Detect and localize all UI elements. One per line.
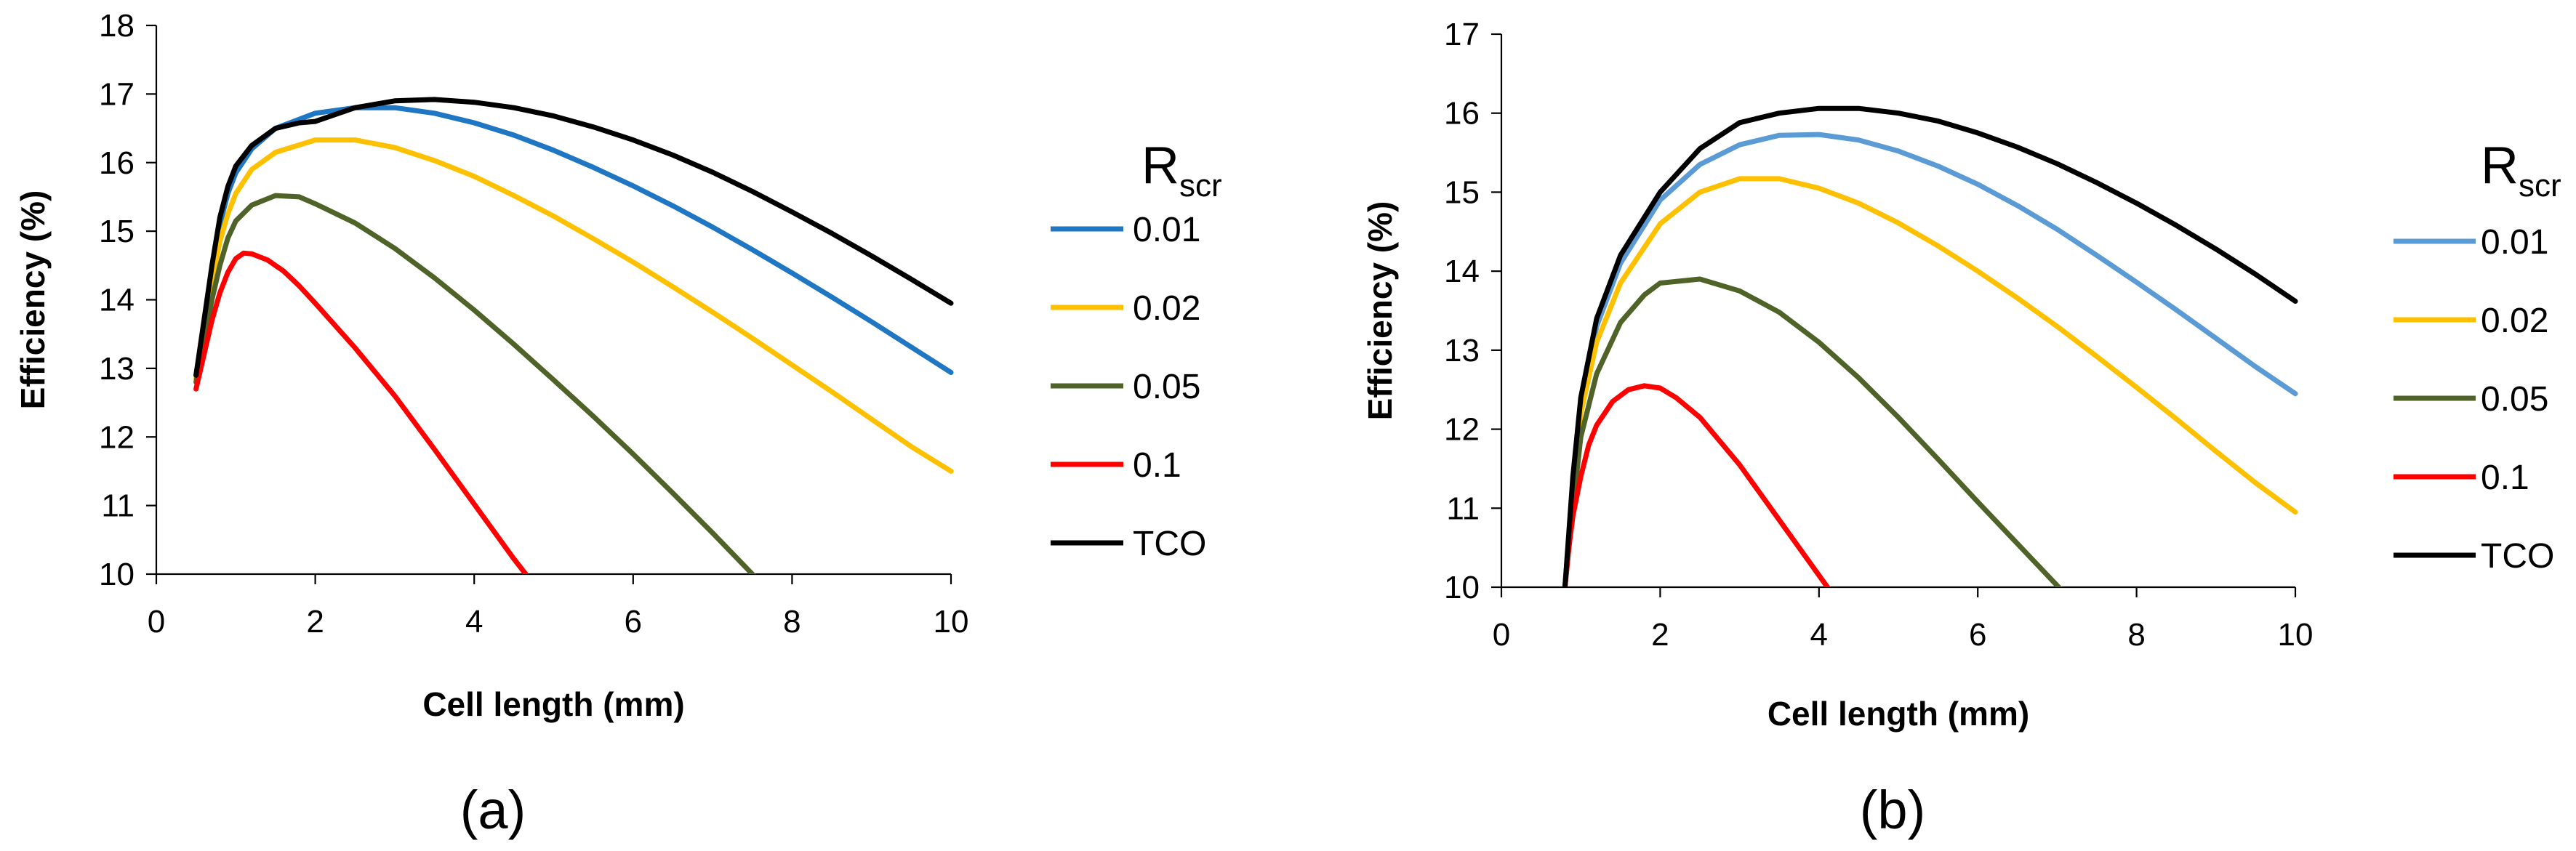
panel-b-x-axis-title: Cell length (mm) xyxy=(1768,695,2029,733)
panel-a-x-tick-label: 6 xyxy=(625,604,642,640)
panel-a-legend-label: 0.01 xyxy=(1133,211,1200,249)
panel-a-y-tick-label: 15 xyxy=(99,214,135,249)
panel-a-y-tick-label: 11 xyxy=(101,488,135,524)
panel-a-x-tick-label: 2 xyxy=(306,604,324,640)
panel-a-legend-label: 0.02 xyxy=(1133,289,1200,328)
panel-b-legend-label: TCO xyxy=(2481,537,2554,576)
panel-a-legend-label: TCO xyxy=(1133,525,1206,563)
panel-b-x-tick-label: 2 xyxy=(1651,617,1669,653)
panel-b-legend-label: 0.05 xyxy=(2481,380,2548,419)
panel-b-y-tick-label: 13 xyxy=(1444,333,1480,368)
panel-b-x-tick-label: 0 xyxy=(1493,617,1510,653)
panel-b-x-tick-label: 8 xyxy=(2127,617,2145,653)
panel-b-y-tick-label: 14 xyxy=(1444,254,1480,289)
panel-a-legend-title-main: R xyxy=(1141,137,1179,195)
panel-b-series-line-0-05 xyxy=(1562,276,2063,587)
panel-a-label: (a) xyxy=(460,780,526,840)
panel-b-y-tick-label: 16 xyxy=(1444,96,1480,132)
panel-b-legend-title-sub: scr xyxy=(2519,168,2561,203)
panel-b-y-tick-label: 15 xyxy=(1444,174,1480,210)
panel-b-legend-title: Rscr xyxy=(2481,137,2561,203)
panel-b-series-line-0-1 xyxy=(1562,383,1831,587)
panel-a-series-line-0-05 xyxy=(193,193,756,574)
panel-b-legend-label: 0.01 xyxy=(2481,223,2548,262)
panel-a-y-axis-title: Efficiency (%) xyxy=(14,190,52,410)
panel-b-legend-label: 0.1 xyxy=(2481,459,2529,497)
panel-a-y-tick-label: 13 xyxy=(99,351,135,387)
panel-b-legend-label: 0.02 xyxy=(2481,302,2548,340)
panel-b-x-tick-label: 10 xyxy=(2278,617,2314,653)
panel-b-x-tick-label: 6 xyxy=(1969,617,1986,653)
panel-a-y-tick-label: 14 xyxy=(99,283,135,318)
panel-a-x-tick-label: 0 xyxy=(148,604,165,640)
panel-a-x-axis-title: Cell length (mm) xyxy=(422,685,684,723)
chart-panel-a: 10 11 12 13 14 15 16 17 18 0 2 4 6 8 10 Efficiency (%) C… xyxy=(14,8,1222,840)
panel-b-label: (b) xyxy=(1860,780,1925,840)
panel-b-y-axis-title: Efficiency (%) xyxy=(1361,201,1399,421)
panel-a-legend-label: 0.1 xyxy=(1133,446,1181,485)
panel-a-x-tick-label: 8 xyxy=(783,604,801,640)
panel-b-series-line-0-01 xyxy=(1562,132,2298,587)
panel-a-series-line-tco xyxy=(193,97,954,378)
panel-b-series-line-0-02 xyxy=(1562,176,2298,587)
panel-b-series-line-tco xyxy=(1562,105,2298,587)
panel-b-legend-title-main: R xyxy=(2481,137,2519,195)
panel-a-legend-title: Rscr xyxy=(1141,137,1222,203)
panel-b-y-tick-label: 11 xyxy=(1446,491,1480,526)
panel-a-series-line-0-01 xyxy=(193,105,954,378)
panel-a-series-line-0-1 xyxy=(193,250,529,574)
panel-b-y-tick-label: 10 xyxy=(1444,570,1480,605)
panel-a-x-tick-label: 4 xyxy=(465,604,483,640)
panel-a-legend-title-sub: scr xyxy=(1179,168,1222,203)
panel-a-x-tick-label: 10 xyxy=(934,604,969,640)
panel-b-y-tick-label: 17 xyxy=(1444,17,1480,52)
panel-a-y-tick-label: 17 xyxy=(99,76,135,112)
panel-b-x-tick-label: 4 xyxy=(1810,617,1828,653)
panel-a-y-tick-label: 18 xyxy=(99,8,135,44)
panel-a-y-tick-label: 10 xyxy=(99,557,135,592)
panel-a-y-tick-label: 12 xyxy=(99,419,135,455)
panel-a-y-tick-label: 16 xyxy=(99,145,135,181)
chart-panel-b: 10 11 12 13 14 15 16 17 0 2 4 6 8 10 Efficiency (%) Cel… xyxy=(1361,17,2561,840)
panel-a-series-line-0-02 xyxy=(193,137,954,474)
panel-b-y-tick-label: 12 xyxy=(1444,412,1480,448)
panel-a-legend-label: 0.05 xyxy=(1133,368,1200,406)
